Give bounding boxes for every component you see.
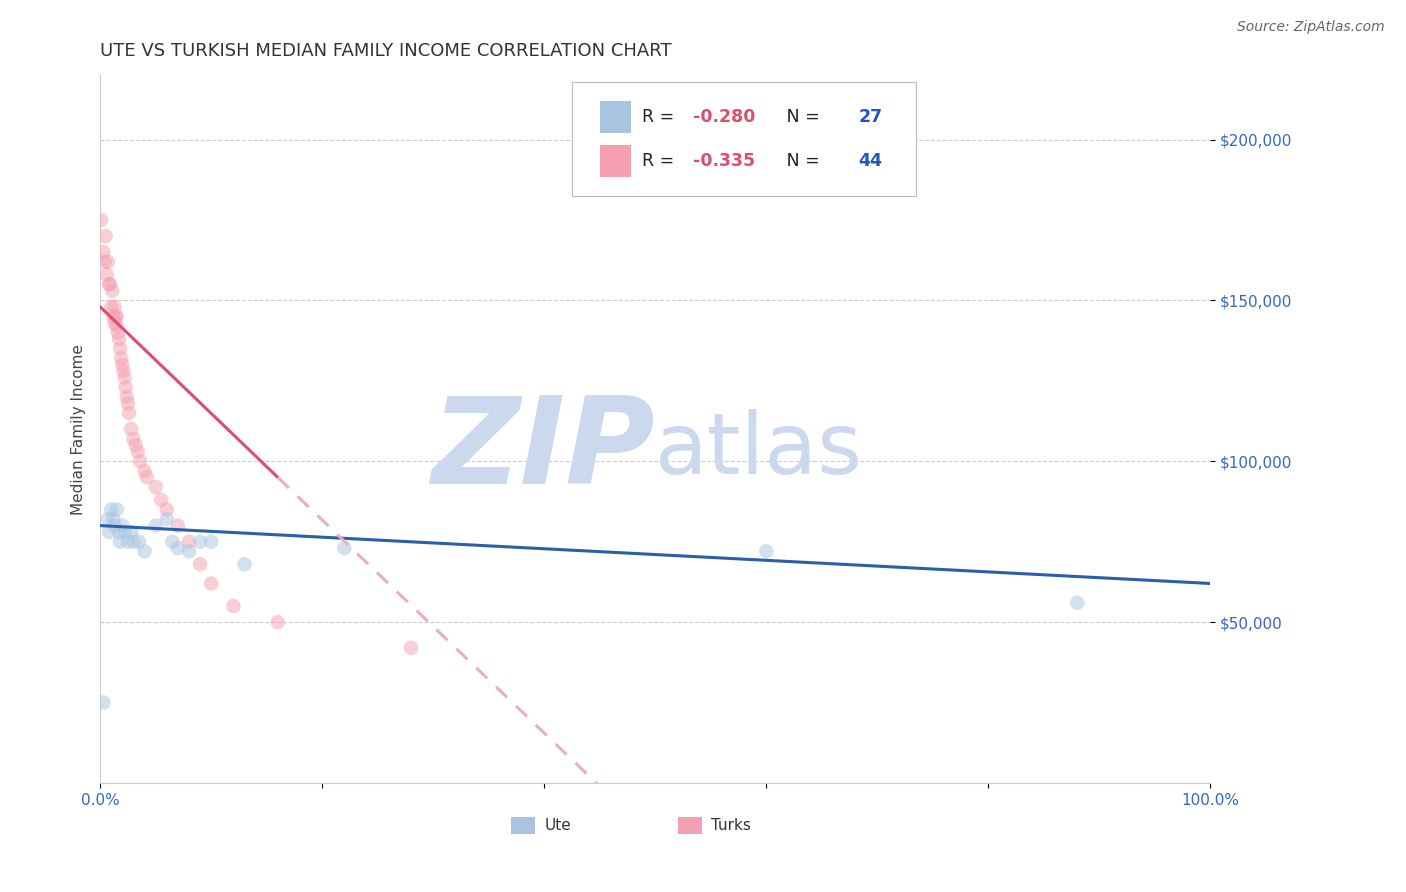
Text: N =: N = [769,152,825,169]
Point [128,534,150,549]
Point [105,502,128,516]
Point [267,615,290,629]
Point [115,390,138,404]
Text: 27: 27 [859,108,883,126]
Point [98,277,121,292]
Point [166,518,188,533]
Text: R =: R = [643,108,679,126]
Text: -0.280: -0.280 [693,108,755,126]
Point [188,534,211,549]
Point [120,422,142,436]
Point [333,541,356,555]
Point [399,640,422,655]
Text: R =: R = [643,152,679,169]
Point [93,245,115,260]
Point [111,518,134,533]
FancyBboxPatch shape [600,145,631,177]
FancyBboxPatch shape [600,101,631,133]
Text: -0.335: -0.335 [693,152,755,169]
Point [108,534,131,549]
FancyBboxPatch shape [678,817,702,834]
Point [98,524,121,539]
Point [162,534,184,549]
Point [103,316,125,330]
Point [108,332,131,346]
Point [135,470,157,484]
Point [150,492,173,507]
Point [117,396,139,410]
Text: Turks: Turks [711,818,751,833]
Point [100,300,122,314]
Point [177,534,200,549]
Text: N =: N = [769,108,825,126]
Point [96,268,118,282]
Point [114,370,136,384]
Point [97,512,120,526]
Point [188,558,211,572]
Y-axis label: Median Family Income: Median Family Income [72,343,86,515]
Point [233,558,256,572]
Point [103,512,125,526]
FancyBboxPatch shape [510,817,536,834]
Point [108,524,131,539]
Point [1066,596,1088,610]
Point [120,524,142,539]
Point [118,406,141,420]
Point [177,544,200,558]
Point [105,310,128,324]
Point [145,518,167,533]
Point [145,480,167,494]
Point [90,213,112,227]
Point [134,464,156,478]
Point [112,364,135,378]
Point [111,358,134,372]
Point [93,254,115,268]
Point [124,438,146,452]
Point [98,277,121,292]
Text: atlas: atlas [655,409,863,491]
Point [94,229,117,244]
Point [105,319,128,334]
Text: UTE VS TURKISH MEDIAN FAMILY INCOME CORRELATION CHART: UTE VS TURKISH MEDIAN FAMILY INCOME CORR… [100,42,672,60]
Point [114,524,136,539]
Point [110,351,132,366]
Point [101,284,124,298]
Point [122,534,145,549]
Point [156,502,179,516]
Text: ZIP: ZIP [432,392,655,508]
Text: 44: 44 [859,152,883,169]
Point [100,502,122,516]
Point [122,432,145,446]
Point [114,380,136,394]
Point [108,342,131,356]
Point [129,454,152,468]
Point [117,534,139,549]
Text: Ute: Ute [544,818,571,833]
Point [166,541,188,555]
Point [127,444,149,458]
Point [93,696,115,710]
FancyBboxPatch shape [572,82,917,195]
Point [107,326,129,340]
Point [103,310,125,324]
Point [755,544,778,558]
Text: Source: ZipAtlas.com: Source: ZipAtlas.com [1237,20,1385,34]
Point [222,599,245,613]
Point [134,544,156,558]
Point [156,512,179,526]
Point [200,534,222,549]
Point [103,300,125,314]
Point [104,310,127,324]
Point [97,254,120,268]
Point [200,576,222,591]
Point [103,518,125,533]
